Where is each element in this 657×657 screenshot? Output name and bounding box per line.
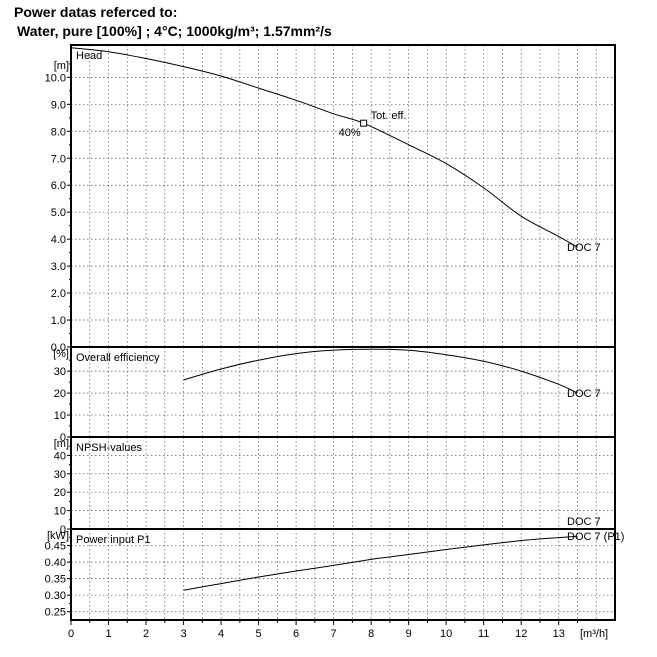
- y-tick-label: 7.0: [51, 153, 66, 165]
- x-tick-label: 13: [553, 628, 565, 640]
- y-tick-label: 40: [54, 450, 66, 462]
- x-tick-label: 8: [368, 628, 374, 640]
- y-unit-label: [m]: [54, 60, 69, 72]
- y-tick-label: 9.0: [51, 99, 66, 111]
- x-tick-label: 0: [68, 628, 74, 640]
- y-tick-label: 10.0: [45, 72, 66, 84]
- x-tick-label: 1: [105, 628, 111, 640]
- efficiency-marker-label: Tot. eff.: [371, 110, 407, 122]
- x-tick-label: 12: [515, 628, 527, 640]
- series-label: DOC 7: [567, 388, 601, 400]
- panel-frame: [70, 436, 616, 530]
- y-tick-label: 1.0: [51, 315, 66, 327]
- panel-frame: [70, 44, 616, 348]
- y-tick-label: 10: [54, 410, 66, 422]
- efficiency-marker-value: 40%: [339, 127, 361, 139]
- y-tick-label: 6.0: [51, 180, 66, 192]
- panel-npsh: 0 10 20 30 40[m] NPSH-values DOC 7: [54, 436, 616, 536]
- y-unit-label: [m]: [54, 438, 69, 450]
- series-line-head: [70, 47, 578, 248]
- y-tick-label: 8.0: [51, 126, 66, 138]
- x-tick-label: 2: [143, 628, 149, 640]
- chart-header-line2: Water, pure [100%] ; 4°C; 1000kg/m³; 1.5…: [17, 23, 332, 39]
- panel-head: 0.0 1.0 2.0 3.0 4.0 5.0 6.0 7.0 8.0 9.0 10.0[m] Hea…: [45, 44, 616, 354]
- chart-header-line1: Power datas referced to:: [14, 4, 177, 20]
- y-tick-label: 4.0: [51, 234, 66, 246]
- x-tick-label: 3: [180, 628, 186, 640]
- y-tick-label: 30: [54, 366, 66, 378]
- x-unit-label: [m³/h]: [580, 628, 608, 640]
- y-tick-label: 3.0: [51, 261, 66, 273]
- y-tick-label: 20: [54, 487, 66, 499]
- panel-title: Head: [76, 50, 102, 62]
- y-unit-label: [kW]: [47, 530, 69, 542]
- y-tick-label: 0.25: [45, 607, 66, 619]
- x-axis: 0 1 2 3 4 5 6 7 8 9 10 11 12 13 [m³/h]: [68, 620, 608, 640]
- chart-panels: 0.01.02.03.04.05.06.07.08.09.010.0[m]Hea…: [45, 44, 624, 621]
- y-tick-label: 0.0: [51, 342, 66, 354]
- x-tick-label: 6: [293, 628, 299, 640]
- panel-efficiency: 0 10 20 30 [%] Overall efficiency DOC 7: [53, 346, 616, 444]
- x-tick-label: 7: [331, 628, 337, 640]
- x-tick-label: 11: [478, 628, 489, 640]
- series-label: DOC 7: [567, 242, 601, 254]
- y-tick-label: 0: [60, 524, 66, 536]
- y-tick-label: 20: [54, 388, 66, 400]
- x-tick-label: 4: [218, 628, 224, 640]
- panel-power: 0.25 0.30 0.35 0.40 0.45[kW] Power input P1 DO…: [45, 528, 624, 621]
- panel-title: Overall efficiency: [76, 352, 160, 364]
- x-tick-label: 5: [256, 628, 262, 640]
- y-tick-label: 0.35: [45, 574, 66, 586]
- panel-title: Power input P1: [76, 534, 151, 546]
- y-tick-label: 0.30: [45, 590, 66, 602]
- series-label: DOC 7: [567, 516, 601, 528]
- y-tick-label: 2.0: [51, 288, 66, 300]
- y-tick-label: 0.40: [45, 557, 66, 569]
- x-tick-label: 10: [440, 628, 452, 640]
- y-unit-label: [%]: [53, 348, 69, 360]
- series-label: DOC 7 (P1): [567, 531, 624, 543]
- panel-title: NPSH-values: [76, 442, 143, 454]
- y-tick-label: 0.45: [45, 541, 66, 553]
- x-tick-label: 9: [406, 628, 412, 640]
- y-tick-label: 5.0: [51, 207, 66, 219]
- y-tick-label: 0: [60, 432, 66, 444]
- panel-frame: [70, 528, 616, 621]
- series-line-power: [183, 535, 578, 591]
- y-tick-label: 30: [54, 469, 66, 481]
- y-tick-label: 10: [54, 506, 66, 518]
- series-line-efficiency: [183, 348, 578, 394]
- efficiency-marker: [360, 119, 368, 127]
